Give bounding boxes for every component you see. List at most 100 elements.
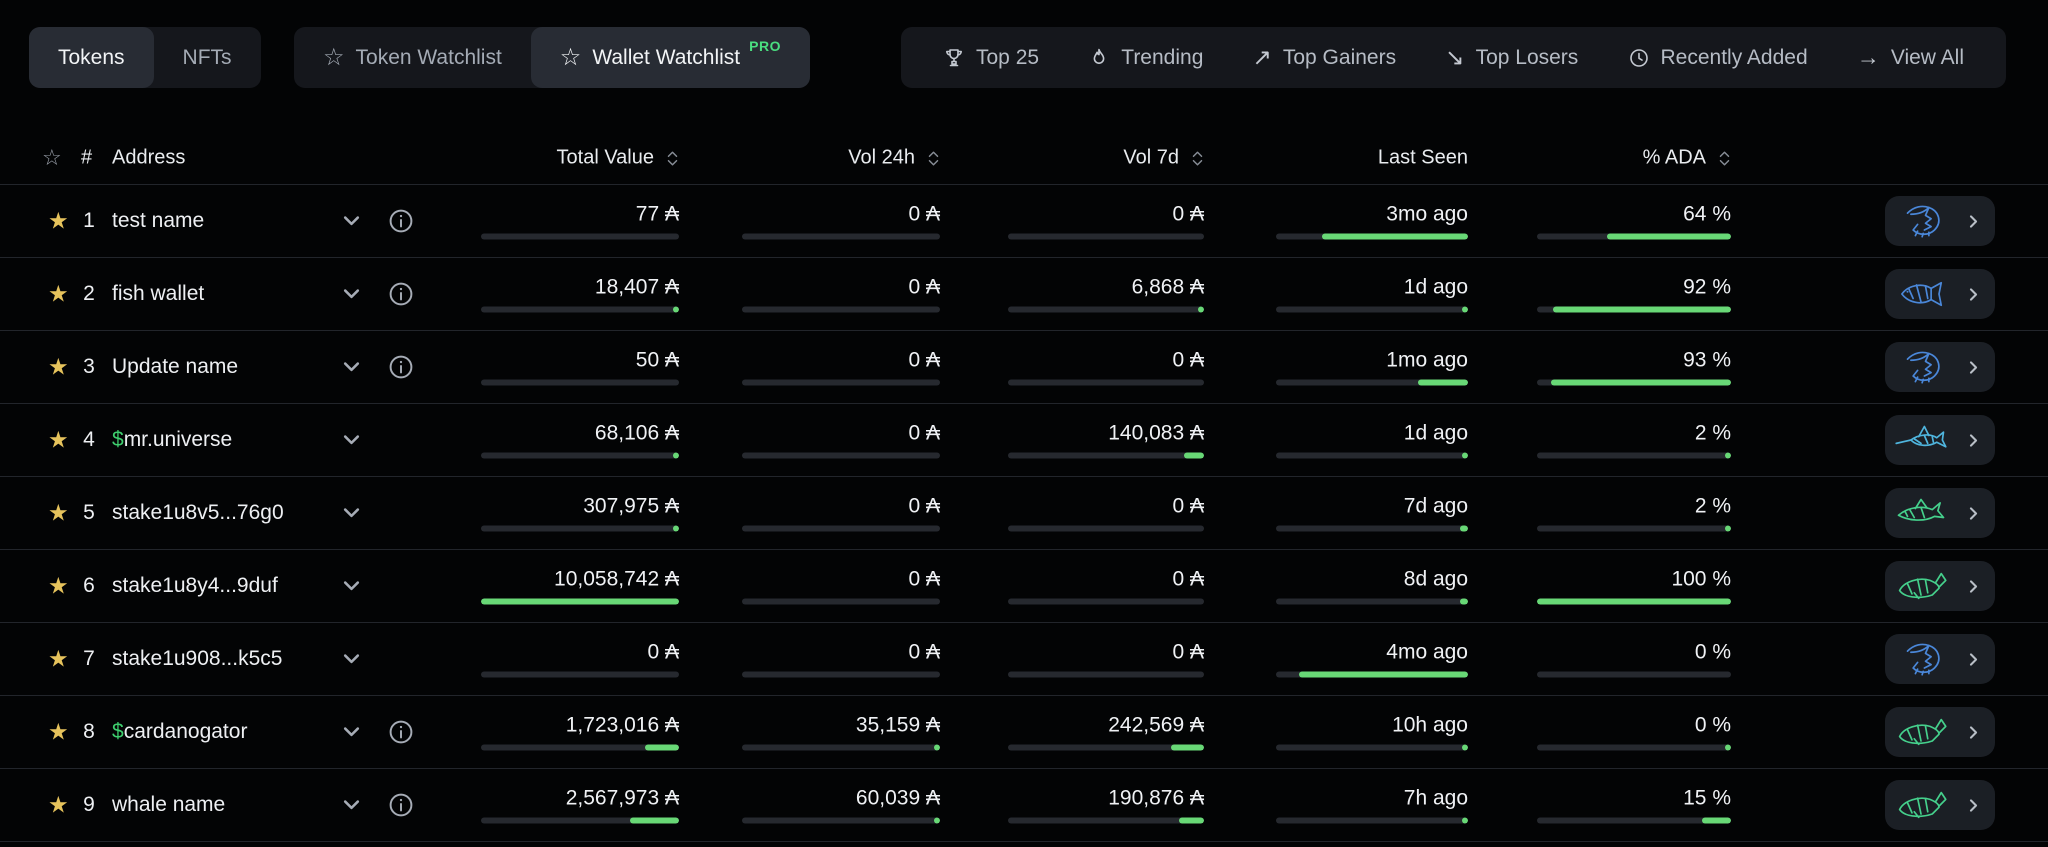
table-row[interactable]: ★ 7 stake1u908...k5c5 0 ₳ 0 ₳ 0 ₳ 4mo ag… [0,623,2048,696]
pct-ada-bar [1537,744,1731,751]
last-seen-bar-fill [1418,379,1468,386]
expand-chevron-down-icon[interactable] [340,575,363,598]
tab-wallet-watchlist[interactable]: ☆ Wallet Watchlist PRO [530,27,810,88]
wallet-detail-button[interactable] [1885,269,1995,319]
table-row[interactable]: ★ 8 $cardanogator 1,723,016 ₳ 35,159 ₳ 2… [0,696,2048,769]
asset-tab-group: Tokens NFTs [29,27,261,88]
last-seen-cell: 1mo ago [1276,349,1468,386]
favorite-star-icon[interactable]: ★ [48,718,69,745]
nav-view-all[interactable]: → View All [1857,46,1964,70]
vol-24h-text: 0 ₳ [908,640,940,664]
total-value-cell: 50 ₳ [481,349,679,386]
info-icon[interactable] [388,354,414,380]
total-value-bar [481,744,679,751]
favorite-star-icon[interactable]: ★ [48,572,69,599]
total-value-cell: 18,407 ₳ [481,276,679,313]
total-value-bar-fill [645,744,679,751]
expand-chevron-down-icon[interactable] [340,648,363,671]
vol-24h-bar [742,306,940,313]
nav-top-gainers[interactable]: ↗ Top Gainers [1253,46,1397,70]
expand-chevron-down-icon[interactable] [340,283,363,306]
wallet-detail-button[interactable] [1885,707,1995,757]
tab-nfts[interactable]: NFTs [182,45,232,69]
expand-chevron-down-icon[interactable] [340,429,363,452]
info-icon[interactable] [388,208,414,234]
row-rank: 8 [83,720,95,743]
pct-ada-cell: 100 % [1537,568,1731,605]
last-seen-cell: 3mo ago [1276,203,1468,240]
info-icon[interactable] [388,719,414,745]
header-vol-24h[interactable]: Vol 24h [848,147,940,170]
total-value-bar-fill [481,598,679,605]
wallet-tier-icon [1894,422,1948,458]
table-header: ☆ # Address Total Value Vol 24h Vol 7d [0,141,2048,175]
last-seen-cell: 4mo ago [1276,641,1468,678]
last-seen-text: 1d ago [1403,275,1468,299]
wallet-name: whale name [112,793,226,816]
nav-trending[interactable]: Trending [1088,46,1203,70]
favorite-star-icon[interactable]: ★ [48,353,69,380]
wallet-detail-button[interactable] [1885,196,1995,246]
vol-24h-text: 0 ₳ [908,567,940,591]
favorite-star-icon[interactable]: ★ [48,426,69,453]
wallet-detail-button[interactable] [1885,780,1995,830]
total-value-cell: 0 ₳ [481,641,679,678]
vol-7d-bar [1008,452,1204,459]
total-value-bar [481,379,679,386]
wallet-name-cell: test name [112,209,204,233]
pct-ada-cell: 92 % [1537,276,1731,313]
nav-label: Top Gainers [1282,45,1397,69]
wallet-tier-icon [1894,568,1948,604]
info-icon[interactable] [388,281,414,307]
header-vol-7d[interactable]: Vol 7d [1123,147,1204,170]
table-row[interactable]: ★ 5 stake1u8v5...76g0 307,975 ₳ 0 ₳ 0 ₳ … [0,477,2048,550]
expand-chevron-down-icon[interactable] [340,210,363,233]
tab-token-watchlist[interactable]: ☆ Token Watchlist [294,27,531,88]
tab-tokens[interactable]: Tokens [29,27,154,88]
vol-7d-bar [1008,306,1204,313]
favorite-star-icon[interactable]: ★ [48,499,69,526]
last-seen-text: 8d ago [1403,567,1468,591]
expand-chevron-down-icon[interactable] [340,794,363,817]
table-row[interactable]: ★ 4 $mr.universe 68,106 ₳ 0 ₳ 140,083 ₳ … [0,404,2048,477]
wallet-detail-button[interactable] [1885,415,1995,465]
last-seen-bar-fill [1299,671,1468,678]
table-row[interactable]: ★ 3 Update name 50 ₳ 0 ₳ 0 ₳ 1mo ago 9 [0,331,2048,404]
row-rank: 9 [83,793,95,816]
pct-ada-bar [1537,233,1731,240]
table-row[interactable]: ★ 2 fish wallet 18,407 ₳ 0 ₳ 6,868 ₳ 1d … [0,258,2048,331]
favorite-star-icon[interactable]: ★ [48,791,69,818]
favorite-star-icon[interactable]: ★ [48,645,69,672]
header-rank: # [81,146,93,169]
total-value-bar [481,598,679,605]
table-row[interactable]: ★ 1 test name 77 ₳ 0 ₳ 0 ₳ 3mo ago 64 [0,185,2048,258]
pct-ada-cell: 2 % [1537,495,1731,532]
vol-7d-bar [1008,233,1204,240]
header-total-value[interactable]: Total Value [557,147,679,170]
star-outline-icon[interactable]: ☆ [42,145,62,170]
favorite-star-icon[interactable]: ★ [48,207,69,234]
nav-recently-added[interactable]: Recently Added [1628,46,1808,70]
pct-ada-cell: 15 % [1537,787,1731,824]
header-pct-ada[interactable]: % ADA [1643,147,1731,170]
star-outline-icon: ☆ [323,43,345,71]
table-row[interactable]: ★ 6 stake1u8y4...9duf 10,058,742 ₳ 0 ₳ 0… [0,550,2048,623]
favorite-star-icon[interactable]: ★ [48,280,69,307]
info-icon[interactable] [388,792,414,818]
chevron-right-icon [1965,359,1982,376]
vol-24h-text: 0 ₳ [908,275,940,299]
table-row[interactable]: ★ 9 whale name 2,567,973 ₳ 60,039 ₳ 190,… [0,769,2048,842]
wallet-detail-button[interactable] [1885,342,1995,392]
expand-chevron-down-icon[interactable] [340,721,363,744]
wallet-detail-button[interactable] [1885,561,1995,611]
wallet-detail-button[interactable] [1885,634,1995,684]
expand-chevron-down-icon[interactable] [340,356,363,379]
wallet-detail-button[interactable] [1885,488,1995,538]
vol-7d-cell: 190,876 ₳ [1008,787,1204,824]
total-value-bar-fill [673,452,679,459]
header-last-seen[interactable]: Last Seen [1378,147,1468,170]
nav-top-losers[interactable]: ↘ Top Losers [1445,46,1578,70]
expand-chevron-down-icon[interactable] [340,502,363,525]
name-dollar-prefix: $ [112,720,124,743]
nav-top-25[interactable]: Top 25 [943,46,1039,70]
